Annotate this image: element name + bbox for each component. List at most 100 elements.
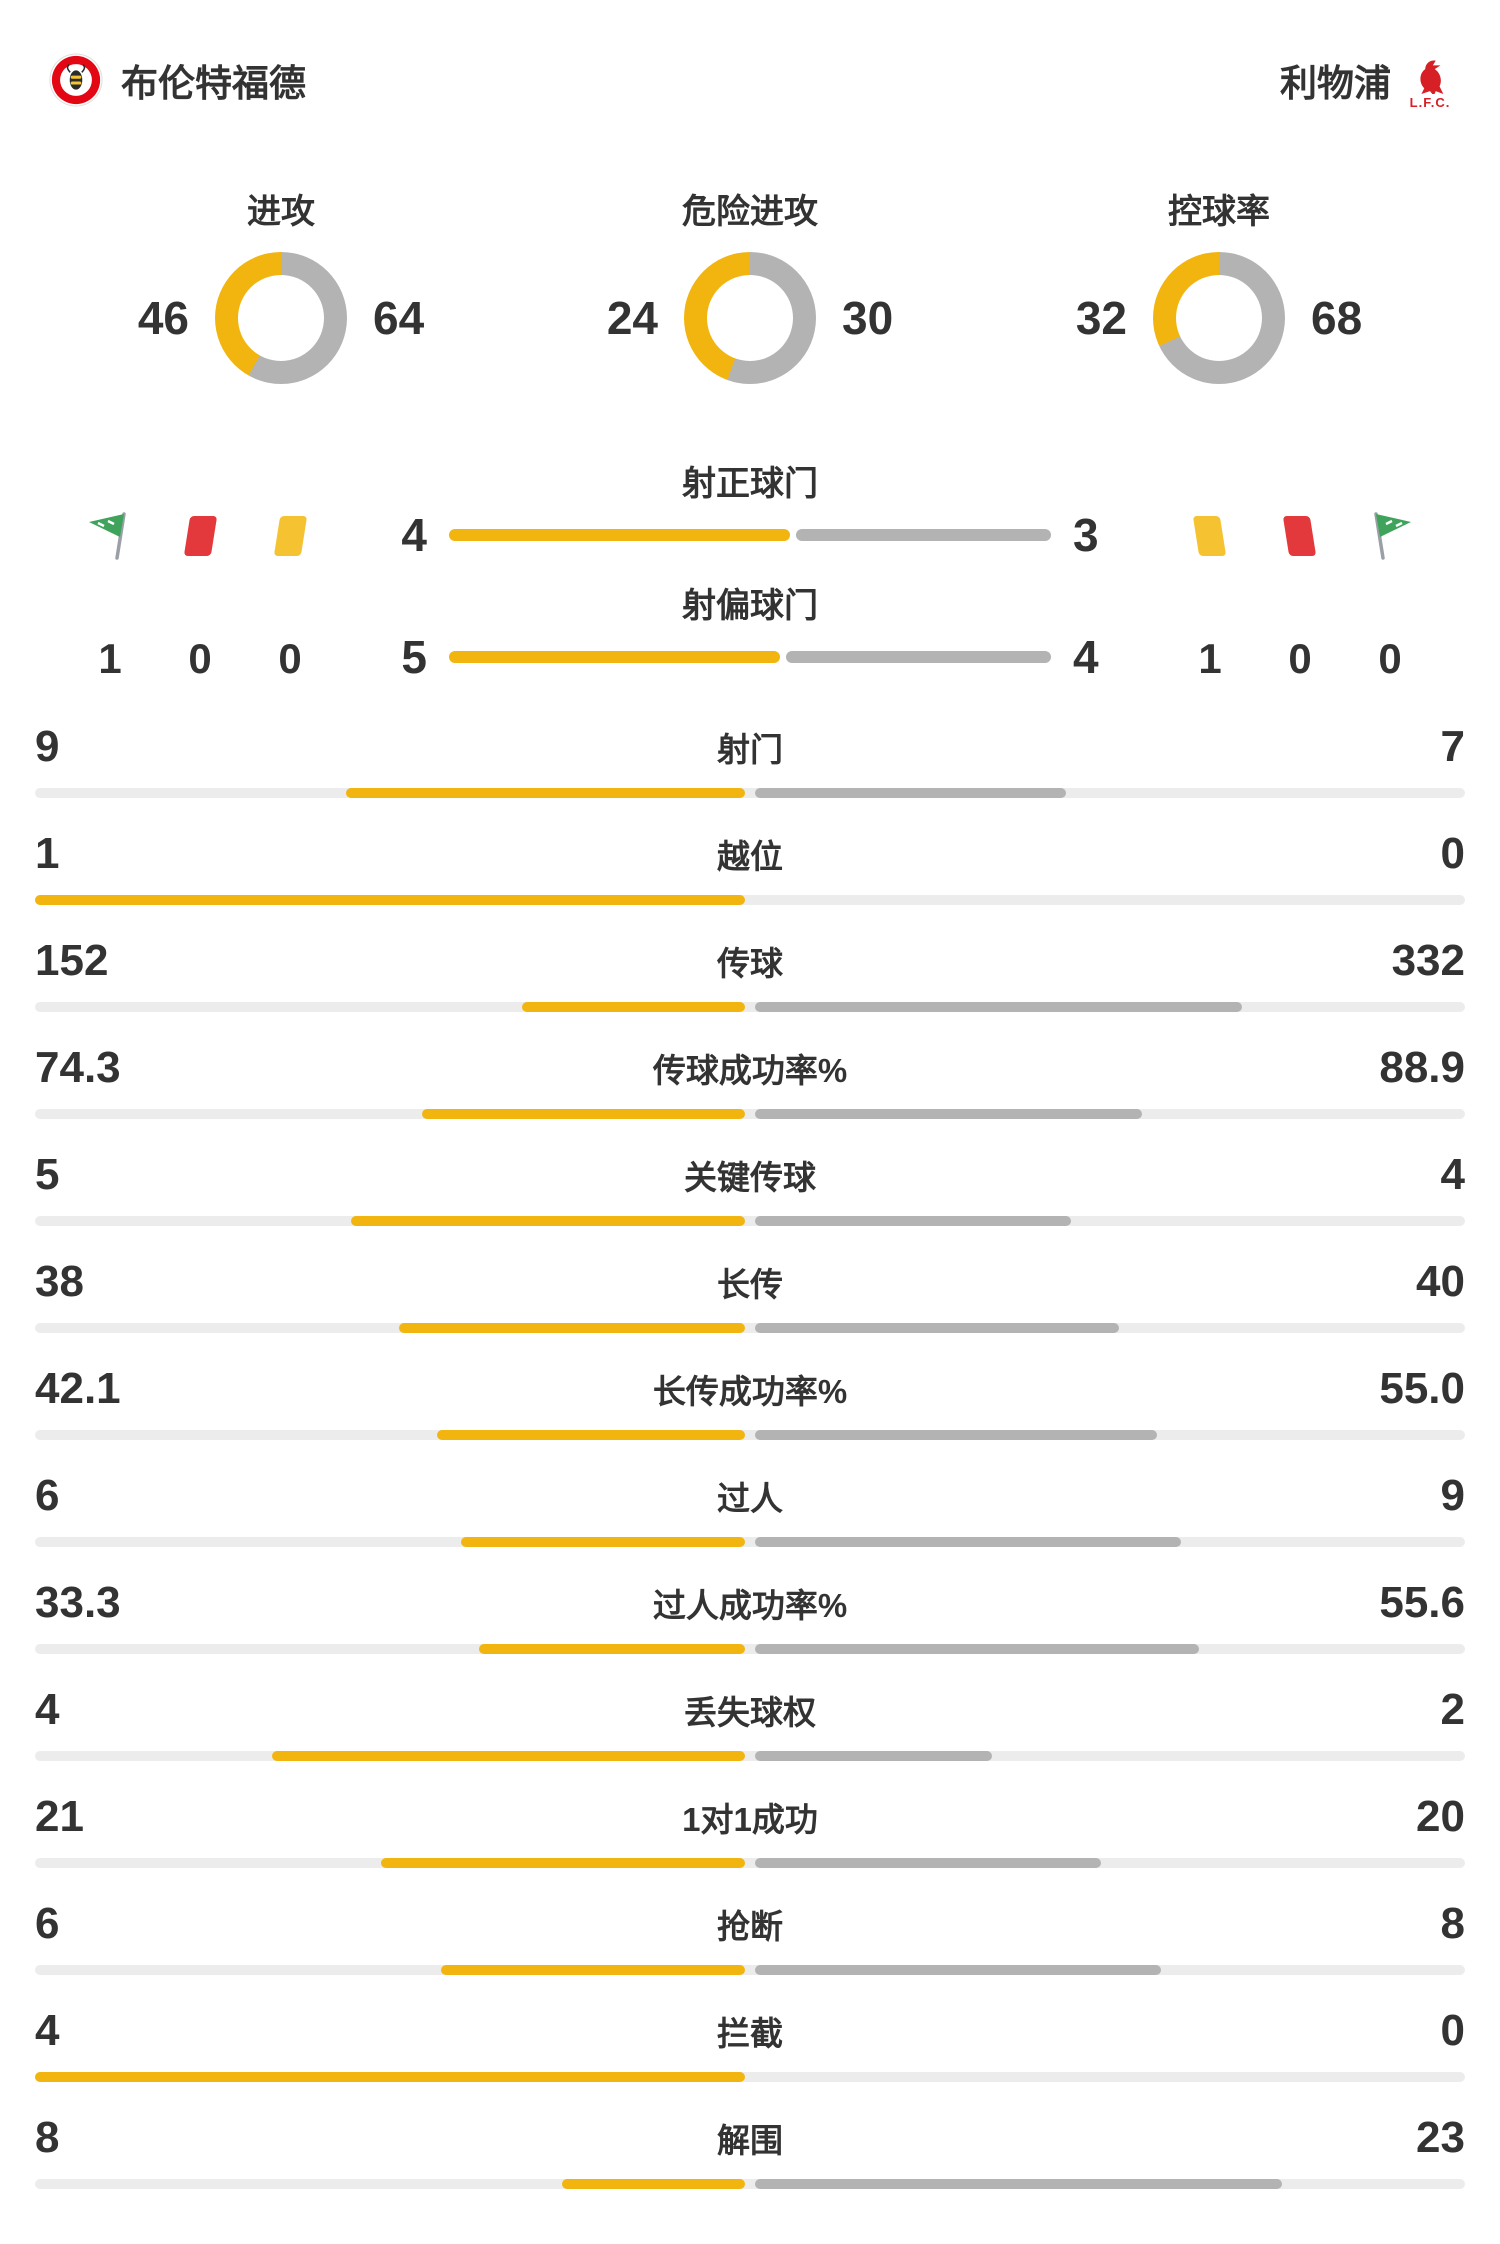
stat-bar-track	[35, 1323, 1465, 1333]
stat-home-value: 6	[35, 1899, 60, 1948]
discipline-values: 1 0 0	[35, 635, 365, 683]
stat-bar	[35, 788, 1465, 798]
shot-label: 射正球门	[682, 464, 818, 503]
donut-away-value: 30	[842, 292, 894, 344]
stat-bar-home-fill	[381, 1858, 745, 1868]
stat-row: 152 传球 332	[35, 924, 1465, 1031]
corner-flag-count: 1	[98, 635, 122, 682]
stat-bar	[35, 1002, 1465, 1012]
stat-bar-away-fill	[755, 1323, 1120, 1333]
bee-icon	[66, 63, 86, 90]
shot-bar	[449, 529, 1051, 541]
yellow-card-count: 1	[1198, 635, 1222, 682]
stat-text: 4 拦截 0	[35, 2006, 1465, 2056]
stat-bar-track	[35, 2072, 1465, 2082]
stat-away-value: 8	[1440, 1899, 1465, 1948]
donut-stat: 控球率 32 68	[1053, 184, 1385, 384]
stat-bar-home-fill	[35, 895, 745, 905]
stat-row: 42.1 长传成功率% 55.0	[35, 1352, 1465, 1459]
stat-bar-track	[35, 1002, 1465, 1012]
stat-bar-home-fill	[35, 2072, 745, 2082]
red-card-icon	[184, 516, 217, 556]
stat-bar	[35, 1216, 1465, 1226]
stat-bar	[35, 1644, 1465, 1654]
discipline-values: 1 0 0	[1135, 635, 1465, 683]
stat-bar-away-fill	[755, 1537, 1181, 1547]
shot-home-value: 4	[401, 509, 427, 561]
stat-bar-track	[35, 1537, 1465, 1547]
stat-row: 9 射门 7	[35, 710, 1465, 817]
stat-text: 74.3 传球成功率% 88.9	[35, 1043, 1465, 1093]
stat-label: 传球	[717, 945, 783, 982]
corner-flag-icon	[89, 512, 126, 560]
stat-text: 4 丢失球权 2	[35, 1685, 1465, 1735]
shot-bar-home-segment	[449, 651, 781, 663]
stat-label: 解围	[717, 2122, 783, 2159]
stat-bar	[35, 1965, 1465, 1975]
stat-bar-away-fill	[755, 1109, 1142, 1119]
stat-away-value: 0	[1440, 829, 1465, 878]
donut-home-value: 24	[606, 292, 658, 344]
stat-label: 长传成功率%	[652, 1373, 848, 1410]
stat-bar-away-fill	[755, 1751, 992, 1761]
stat-home-value: 38	[35, 1257, 84, 1306]
stat-bar-track	[35, 1109, 1465, 1119]
stat-bar	[35, 895, 1465, 905]
stat-bar-track	[35, 2179, 1465, 2189]
stat-row: 6 过人 9	[35, 1459, 1465, 1566]
shot-bar-home-segment	[449, 529, 790, 541]
discipline-icons	[35, 509, 365, 563]
stat-bar-home-fill	[561, 2179, 745, 2189]
stat-label: 丢失球权	[684, 1694, 816, 1731]
stat-text: 33.3 过人成功率% 55.6	[35, 1578, 1465, 1628]
stat-bar-away-fill	[755, 1644, 1200, 1654]
home-team-name: 布伦特福德	[121, 63, 306, 104]
shot-bars: 射正球门 4 3 射偏球门 5 4	[365, 456, 1135, 688]
stat-text: 6 抢断 8	[35, 1899, 1465, 1949]
shot-bar	[449, 651, 1051, 663]
donut-hole	[238, 275, 324, 361]
stat-bar-home-fill	[421, 1109, 745, 1119]
stat-bar	[35, 2072, 1465, 2082]
stat-away-value: 9	[1440, 1471, 1465, 1520]
home-team: 布伦特福德	[49, 53, 306, 107]
stat-bar-home-fill	[345, 788, 745, 798]
stat-text: 8 解围 23	[35, 2113, 1465, 2163]
stat-home-value: 8	[35, 2113, 60, 2162]
red-card-icon-wrap	[1273, 509, 1327, 563]
shot-label: 射偏球门	[682, 586, 818, 625]
stat-row: 4 拦截 0	[35, 1994, 1465, 2101]
stat-label: 关键传球	[684, 1159, 816, 1196]
home-team-logo	[49, 53, 103, 107]
stat-bar-track	[35, 1858, 1465, 1868]
stat-away-value: 7	[1440, 722, 1465, 771]
stat-away-value: 0	[1440, 2006, 1465, 2055]
stat-text: 5 关键传球 4	[35, 1150, 1465, 1200]
stat-away-value: 20	[1416, 1792, 1465, 1841]
stat-label: 抢断	[717, 1908, 783, 1945]
stat-bar-away-fill	[755, 1002, 1243, 1012]
liverbird-icon	[1420, 59, 1444, 94]
stat-row: 8 解围 23	[35, 2101, 1465, 2208]
stat-row: 21 1对1成功 20	[35, 1780, 1465, 1887]
stat-bar-home-fill	[522, 1002, 745, 1012]
stat-bar-home-fill	[440, 1965, 745, 1975]
stat-away-value: 332	[1391, 936, 1465, 985]
stat-away-value: 4	[1440, 1150, 1465, 1199]
stat-label: 拦截	[717, 2015, 783, 2052]
shot-away-value: 3	[1073, 509, 1099, 561]
shot-bar-away-segment	[795, 529, 1051, 541]
donut-hole	[1176, 275, 1262, 361]
stat-bar	[35, 1323, 1465, 1333]
stat-text: 9 射门 7	[35, 722, 1465, 772]
donut-label: 危险进攻	[682, 193, 818, 231]
donut-stat: 危险进攻 24 30	[584, 184, 916, 384]
stat-row: 33.3 过人成功率% 55.6	[35, 1566, 1465, 1673]
stat-label: 传球成功率%	[652, 1052, 848, 1089]
stat-text: 1 越位 0	[35, 829, 1465, 879]
red-card-count: 0	[188, 635, 212, 682]
donut-row: 24 30	[584, 252, 916, 384]
donut-label: 进攻	[247, 193, 315, 231]
